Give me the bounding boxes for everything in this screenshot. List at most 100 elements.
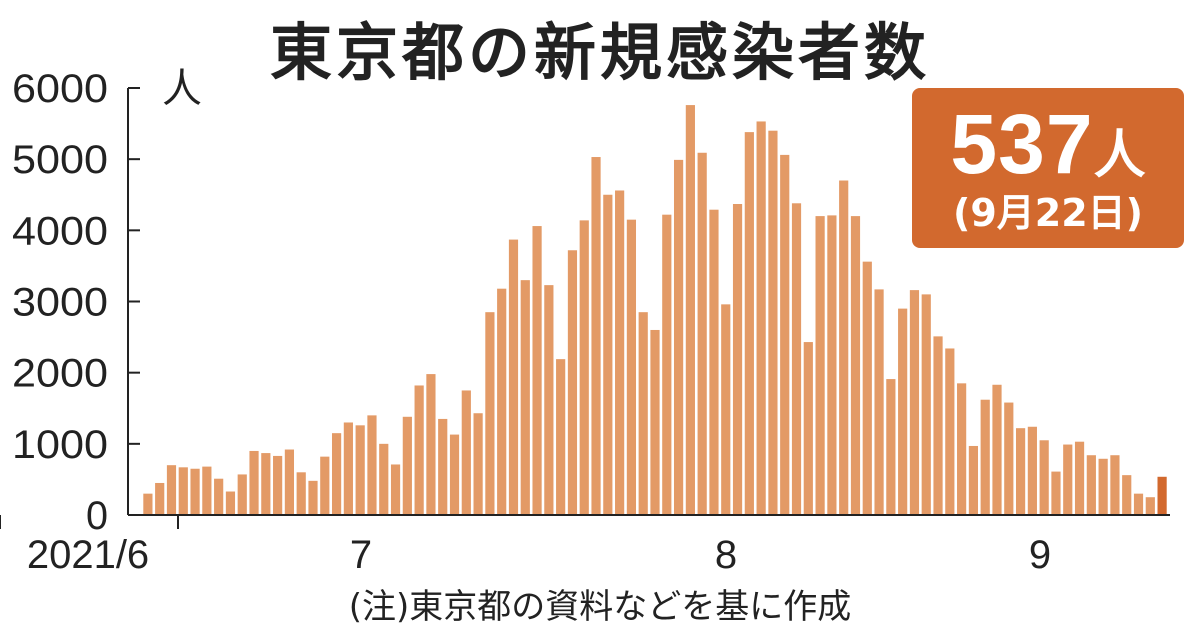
bar [992, 384, 1002, 515]
bar [862, 261, 872, 515]
bar [520, 280, 530, 515]
bar [673, 159, 684, 515]
bar [296, 472, 306, 515]
bar [261, 453, 271, 515]
bar [662, 214, 672, 515]
y-tick-label: 2000 [12, 352, 108, 396]
bar-latest [1157, 476, 1167, 515]
bar [284, 449, 295, 515]
y-axis-unit-label: 人 [162, 66, 202, 112]
bar [166, 465, 177, 515]
bar [791, 203, 802, 516]
bar [579, 220, 589, 515]
bar [178, 467, 188, 515]
bar [850, 216, 861, 515]
bar [1004, 402, 1014, 515]
bar [697, 152, 707, 516]
bar [461, 390, 471, 515]
bar [1051, 471, 1061, 515]
bar [367, 415, 377, 515]
bar [1122, 475, 1132, 515]
x-tick-label: 2021/6 [27, 533, 149, 577]
bar [591, 157, 601, 515]
bar [402, 416, 412, 515]
bar [933, 336, 943, 515]
bar [202, 466, 212, 515]
bar [886, 379, 896, 515]
bar [414, 385, 424, 515]
bar [1039, 440, 1049, 515]
callout-date: (9月22日) [952, 191, 1144, 235]
bar [756, 121, 766, 515]
callout-value-line: 537人 [912, 102, 1184, 186]
bar [556, 359, 566, 515]
bar [508, 239, 519, 515]
latest-value-callout: 537人 (9月22日) [912, 88, 1184, 248]
bar [1145, 497, 1155, 515]
bar [839, 180, 849, 515]
bar [190, 468, 200, 515]
chart-title: 東京都の新規感染者数 [269, 16, 930, 89]
bar [874, 289, 884, 515]
bar [615, 190, 625, 516]
bar [485, 312, 495, 515]
bar [320, 456, 330, 515]
bar [379, 443, 389, 515]
bar [1086, 455, 1096, 515]
bar [544, 285, 554, 515]
bar [744, 132, 754, 515]
bar [225, 491, 236, 515]
bar [909, 290, 920, 515]
bar [1110, 455, 1120, 515]
bar [957, 383, 967, 515]
bar [1133, 493, 1144, 515]
bar [709, 209, 719, 515]
bar [273, 455, 283, 515]
bar [390, 464, 401, 515]
bar [638, 312, 648, 515]
bar [898, 308, 908, 515]
bar [1015, 428, 1026, 515]
x-tick-label: 9 [1029, 533, 1051, 577]
bar [968, 445, 979, 515]
bar [532, 226, 542, 515]
bar [331, 433, 342, 515]
y-tick-label: 1000 [12, 423, 108, 467]
bar [685, 105, 695, 515]
y-tick-label: 5000 [12, 138, 108, 182]
bar [721, 304, 731, 515]
source-note: (注)東京都の資料などを基に作成 [348, 587, 852, 627]
callout-value: 537 [950, 97, 1094, 191]
y-tick-label: 0 [86, 494, 108, 538]
bar [308, 480, 318, 515]
x-tick-label: 7 [350, 533, 372, 577]
y-tick-label: 4000 [12, 209, 108, 253]
bar [155, 482, 165, 515]
bar [143, 493, 153, 515]
y-tick-label: 3000 [12, 281, 108, 325]
bar [945, 348, 955, 515]
bar [249, 450, 259, 515]
bar [449, 434, 460, 515]
bar [780, 154, 790, 515]
bar [732, 204, 743, 516]
bar [768, 130, 778, 515]
bar [426, 374, 436, 515]
bar [921, 294, 931, 515]
bar [343, 422, 353, 515]
bar [827, 215, 837, 515]
bar [815, 216, 825, 515]
y-tick-label: 6000 [12, 67, 108, 111]
bar [1074, 441, 1085, 515]
bar [1098, 458, 1108, 515]
bar [1027, 426, 1037, 515]
bar [237, 474, 247, 515]
bar [438, 418, 448, 515]
bar [355, 425, 365, 515]
bar [497, 288, 507, 515]
bar [626, 219, 637, 516]
bar [980, 399, 990, 515]
bar [567, 250, 578, 515]
bar [214, 478, 224, 515]
